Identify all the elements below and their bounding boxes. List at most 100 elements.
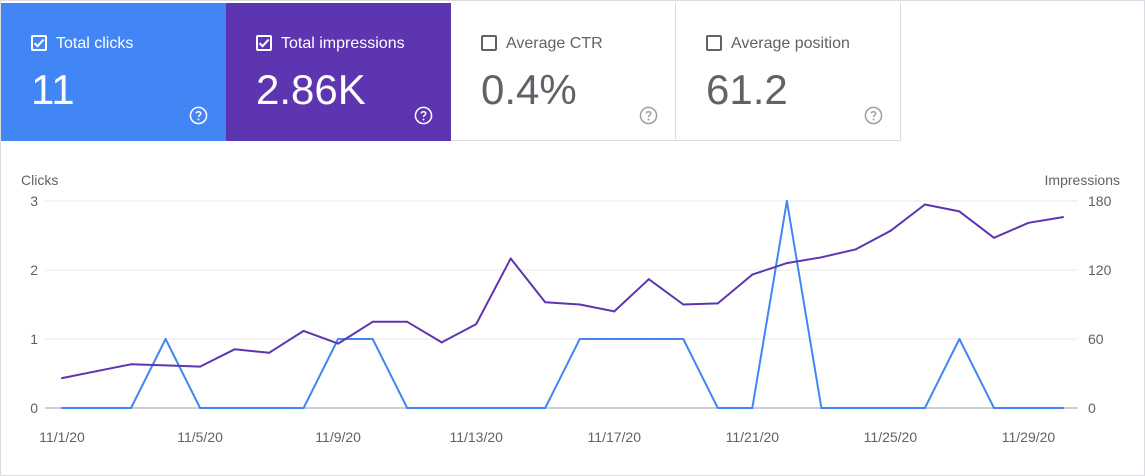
help-circle-icon[interactable] <box>864 106 883 125</box>
data-point-impressions <box>302 329 305 332</box>
data-point-impressions <box>785 262 788 265</box>
data-point-clicks <box>233 407 236 409</box>
right-axis-tick-label: 0 <box>1088 400 1096 416</box>
data-point-impressions <box>682 303 685 306</box>
data-point-clicks <box>337 338 340 340</box>
x-axis-tick-label: 11/17/20 <box>588 429 642 445</box>
data-point-clicks <box>785 200 788 202</box>
data-point-impressions <box>371 320 374 323</box>
data-point-impressions <box>440 341 443 344</box>
checkbox-icon[interactable] <box>706 35 722 51</box>
right-axis-tick-label: 60 <box>1088 331 1104 347</box>
metric-card-total-impressions[interactable]: Total impressions 2.86K <box>226 3 451 141</box>
data-point-impressions <box>130 363 133 366</box>
data-point-clicks <box>302 407 305 409</box>
metric-label: Total clicks <box>56 35 134 52</box>
data-point-impressions <box>923 203 926 206</box>
data-point-clicks <box>820 407 823 409</box>
data-point-clicks <box>1062 407 1064 409</box>
left-axis-tick-label: 2 <box>30 262 38 278</box>
checkbox-icon[interactable] <box>256 35 272 51</box>
series-line-clicks <box>62 200 1063 409</box>
data-point-impressions <box>164 364 167 367</box>
metric-card-total-clicks[interactable]: Total clicks 11 <box>1 3 226 141</box>
data-point-clicks <box>130 407 133 409</box>
metric-value: 61.2 <box>706 66 788 113</box>
data-point-clicks <box>509 407 512 409</box>
data-point-impressions <box>509 257 512 260</box>
data-point-impressions <box>958 210 961 213</box>
data-point-clicks <box>268 407 271 409</box>
metric-value: 11 <box>31 66 75 113</box>
data-point-impressions <box>889 229 892 232</box>
left-axis-tick-label: 3 <box>30 193 38 209</box>
data-point-clicks <box>958 338 961 340</box>
metric-value: 0.4% <box>481 66 577 113</box>
data-point-clicks <box>475 407 478 409</box>
x-axis-tick-label: 11/13/20 <box>449 429 503 445</box>
metric-label: Total impressions <box>281 35 405 52</box>
data-point-clicks <box>751 407 754 409</box>
data-point-impressions <box>233 348 236 351</box>
x-axis-tick-label: 11/21/20 <box>726 429 780 445</box>
data-point-impressions <box>199 365 202 368</box>
data-point-impressions <box>95 370 98 373</box>
data-point-impressions <box>544 301 547 304</box>
data-point-clicks <box>682 338 685 340</box>
right-axis-title: Impressions <box>1045 172 1120 188</box>
right-axis-tick-label: 180 <box>1088 193 1112 209</box>
data-point-impressions <box>751 273 754 276</box>
data-point-impressions <box>716 302 719 305</box>
data-point-clicks <box>613 338 616 340</box>
data-point-impressions <box>337 342 340 345</box>
data-point-clicks <box>578 338 581 340</box>
data-point-clicks <box>371 338 374 340</box>
data-point-impressions <box>613 310 616 313</box>
data-point-impressions <box>1027 221 1030 224</box>
metric-value: 2.86K <box>256 66 366 113</box>
metric-card-average-position[interactable]: Average position 61.2 <box>676 3 901 141</box>
checkbox-icon[interactable] <box>481 35 497 51</box>
data-point-clicks <box>199 407 202 409</box>
data-point-clicks <box>854 407 857 409</box>
data-point-impressions <box>406 320 409 323</box>
data-point-clicks <box>716 407 719 409</box>
left-axis-title: Clicks <box>21 172 58 188</box>
right-axis-tick-label: 120 <box>1088 262 1112 278</box>
data-point-impressions <box>61 377 63 380</box>
x-axis-tick-label: 11/9/20 <box>315 429 361 445</box>
left-axis-tick-label: 1 <box>30 331 38 347</box>
data-point-clicks <box>61 407 63 409</box>
data-point-impressions <box>647 278 650 281</box>
data-point-clicks <box>889 407 892 409</box>
data-point-impressions <box>475 323 478 326</box>
help-circle-icon[interactable] <box>639 106 658 125</box>
data-point-clicks <box>406 407 409 409</box>
metric-card-average-ctr[interactable]: Average CTR 0.4% <box>451 3 676 141</box>
metric-cards: Total clicks 11 Total impressions 2.86K … <box>1 3 901 141</box>
data-point-clicks <box>1027 407 1030 409</box>
data-point-clicks <box>923 407 926 409</box>
data-point-clicks <box>95 407 98 409</box>
data-point-clicks <box>647 338 650 340</box>
x-axis-tick-label: 11/29/20 <box>1002 429 1056 445</box>
metric-label: Average position <box>731 35 850 52</box>
data-point-impressions <box>820 256 823 259</box>
data-point-impressions <box>854 248 857 251</box>
help-circle-icon[interactable] <box>414 106 433 125</box>
help-circle-icon[interactable] <box>189 106 208 125</box>
checkbox-icon[interactable] <box>31 35 47 51</box>
data-point-impressions <box>578 303 581 306</box>
data-point-clicks <box>544 407 547 409</box>
data-point-impressions <box>1062 216 1064 219</box>
metric-label: Average CTR <box>506 35 603 52</box>
x-axis-tick-label: 11/5/20 <box>177 429 223 445</box>
data-point-clicks <box>164 338 167 340</box>
left-axis-tick-label: 0 <box>30 400 38 416</box>
x-axis-tick-label: 11/1/20 <box>39 429 85 445</box>
performance-line-chart: Clicks Impressions 0 0 1 60 2 120 3 180 11/1/20 1… <box>21 172 1120 445</box>
series-line-impressions <box>61 203 1064 380</box>
data-point-clicks <box>992 407 995 409</box>
data-point-clicks <box>440 407 443 409</box>
data-point-impressions <box>268 351 271 354</box>
